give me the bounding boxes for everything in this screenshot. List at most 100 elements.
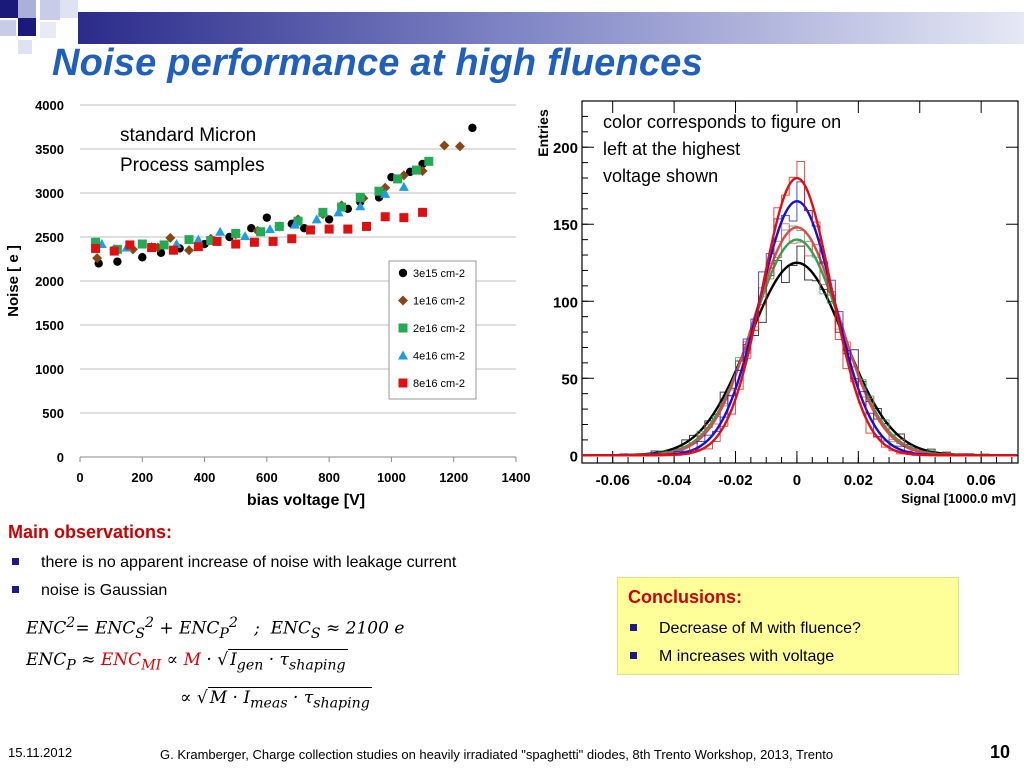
data-point [125, 240, 135, 250]
y-tick-label: 4000 [35, 98, 64, 113]
legend-marker [398, 323, 408, 333]
x-tick-label: 0 [793, 472, 801, 489]
data-point [137, 239, 147, 249]
data-point [215, 226, 226, 236]
title-bar-gradient [78, 12, 1024, 44]
color-annotation: color corresponds to figure on left at t… [603, 109, 841, 190]
data-point [411, 165, 421, 175]
x-tick-label: 0 [76, 470, 83, 485]
data-point [184, 235, 194, 245]
y-axis-label: Entries [535, 109, 551, 157]
data-point [439, 140, 450, 151]
observation-text: there is no apparent increase of noise w… [41, 554, 457, 571]
data-point [256, 227, 266, 237]
data-point [324, 215, 334, 224]
x-tick-label: 1000 [377, 470, 406, 485]
x-axis-label: bias voltage [V] [247, 492, 365, 509]
data-point [374, 186, 384, 196]
bullet-square-icon [630, 652, 637, 659]
micron-annotation-line1: standard Micron [120, 125, 257, 146]
data-point [92, 253, 103, 264]
y-tick-label: 2000 [35, 274, 64, 289]
x-axis-label: Signal [1000.0 mV] [901, 491, 1016, 506]
x-tick-label: 0.02 [844, 472, 873, 489]
x-tick-label: -0.06 [596, 472, 630, 489]
data-point [91, 243, 101, 253]
x-tick-label: 1200 [439, 470, 468, 485]
signal-histogram-chart: 0 50 100 150 200 -0.06 -0.04 -0.02 0 0.02 0.04 0.06… [535, 100, 1019, 506]
data-point [393, 174, 403, 184]
gaussian-fit-curve [581, 238, 1017, 457]
footer-citation: G. Kramberger, Charge collection studies… [160, 747, 834, 762]
x-tick-label: 200 [131, 470, 153, 485]
corner-decoration [0, 0, 80, 60]
equation-enc-p: ENCP ≈ ENCMI ∝ M · √ Igen · τshaping [26, 649, 348, 674]
data-point [318, 207, 328, 217]
observation-item: there is no apparent increase of noise w… [12, 554, 456, 572]
x-tick-label: -0.04 [657, 472, 692, 489]
y-tick-label: 2500 [35, 230, 64, 245]
data-point [193, 234, 204, 244]
y-tick-label: 100 [553, 294, 578, 311]
data-point [468, 123, 477, 133]
x-tick-label: -0.02 [718, 472, 752, 489]
x-tick-label: 0.04 [905, 472, 935, 489]
data-point [398, 181, 409, 191]
data-point [264, 224, 275, 234]
y-axis-label: Noise [ e ] [5, 245, 22, 317]
data-point [333, 207, 344, 217]
legend-marker [398, 295, 408, 306]
conclusion-item: M increases with voltage [630, 648, 834, 666]
data-point [240, 231, 251, 241]
data-point [138, 253, 147, 262]
color-annotation-line3: voltage shown [603, 166, 719, 186]
data-point [287, 234, 297, 244]
data-point [362, 221, 372, 231]
y-tick-label: 0 [570, 448, 578, 465]
data-point [159, 240, 169, 250]
data-point [168, 245, 178, 255]
y-tick-label: 50 [561, 371, 578, 388]
plot-frame [581, 100, 1019, 464]
color-annotation-line2: left at the highest [603, 139, 741, 159]
data-point [206, 236, 216, 246]
y-tick-label: 0 [57, 450, 64, 465]
y-tick-label: 200 [553, 140, 578, 157]
data-point [274, 221, 284, 231]
footer-date: 15.11.2012 [8, 745, 73, 760]
data-point [380, 188, 391, 198]
data-point [399, 213, 409, 223]
equation-enc-meas: ∝ √ M · Imeas · τshaping [180, 687, 372, 712]
data-point [424, 156, 434, 166]
legend-label: 4e16 cm-2 [413, 351, 465, 363]
x-tick-label: 600 [256, 470, 278, 485]
data-point [212, 236, 222, 246]
x-tick-label: 800 [318, 470, 340, 485]
conclusions-box: Conclusions: Decrease of M with fluence?… [617, 577, 959, 675]
legend-marker [398, 268, 408, 278]
noise-vs-bias-chart: 0 500 1000 1500 2000 2500 3000 3500 4000 0 200 400 6… [5, 98, 530, 509]
data-point [305, 225, 315, 235]
observation-text: noise is Gaussian [41, 582, 168, 599]
conclusions-title: Conclusions: [628, 587, 743, 607]
y-tick-label: 1500 [35, 318, 64, 333]
data-point [454, 141, 465, 152]
data-point [355, 192, 365, 202]
data-point [193, 242, 203, 252]
data-point [380, 212, 390, 222]
data-point [293, 216, 303, 226]
data-point [109, 246, 119, 256]
data-point [289, 219, 300, 229]
histogram-outline [597, 181, 997, 456]
legend-marker [398, 350, 408, 360]
conclusion-item: Decrease of M with fluence? [630, 620, 861, 638]
y-tick-label: 500 [42, 406, 64, 421]
gaussian-fit-curve [582, 176, 1017, 457]
gaussian-fit-curve [582, 226, 1017, 457]
data-point [355, 201, 366, 211]
data-point [268, 236, 278, 246]
histogram-outline [597, 245, 997, 456]
data-point [324, 224, 334, 234]
data-point [231, 239, 241, 249]
data-point [113, 257, 122, 266]
